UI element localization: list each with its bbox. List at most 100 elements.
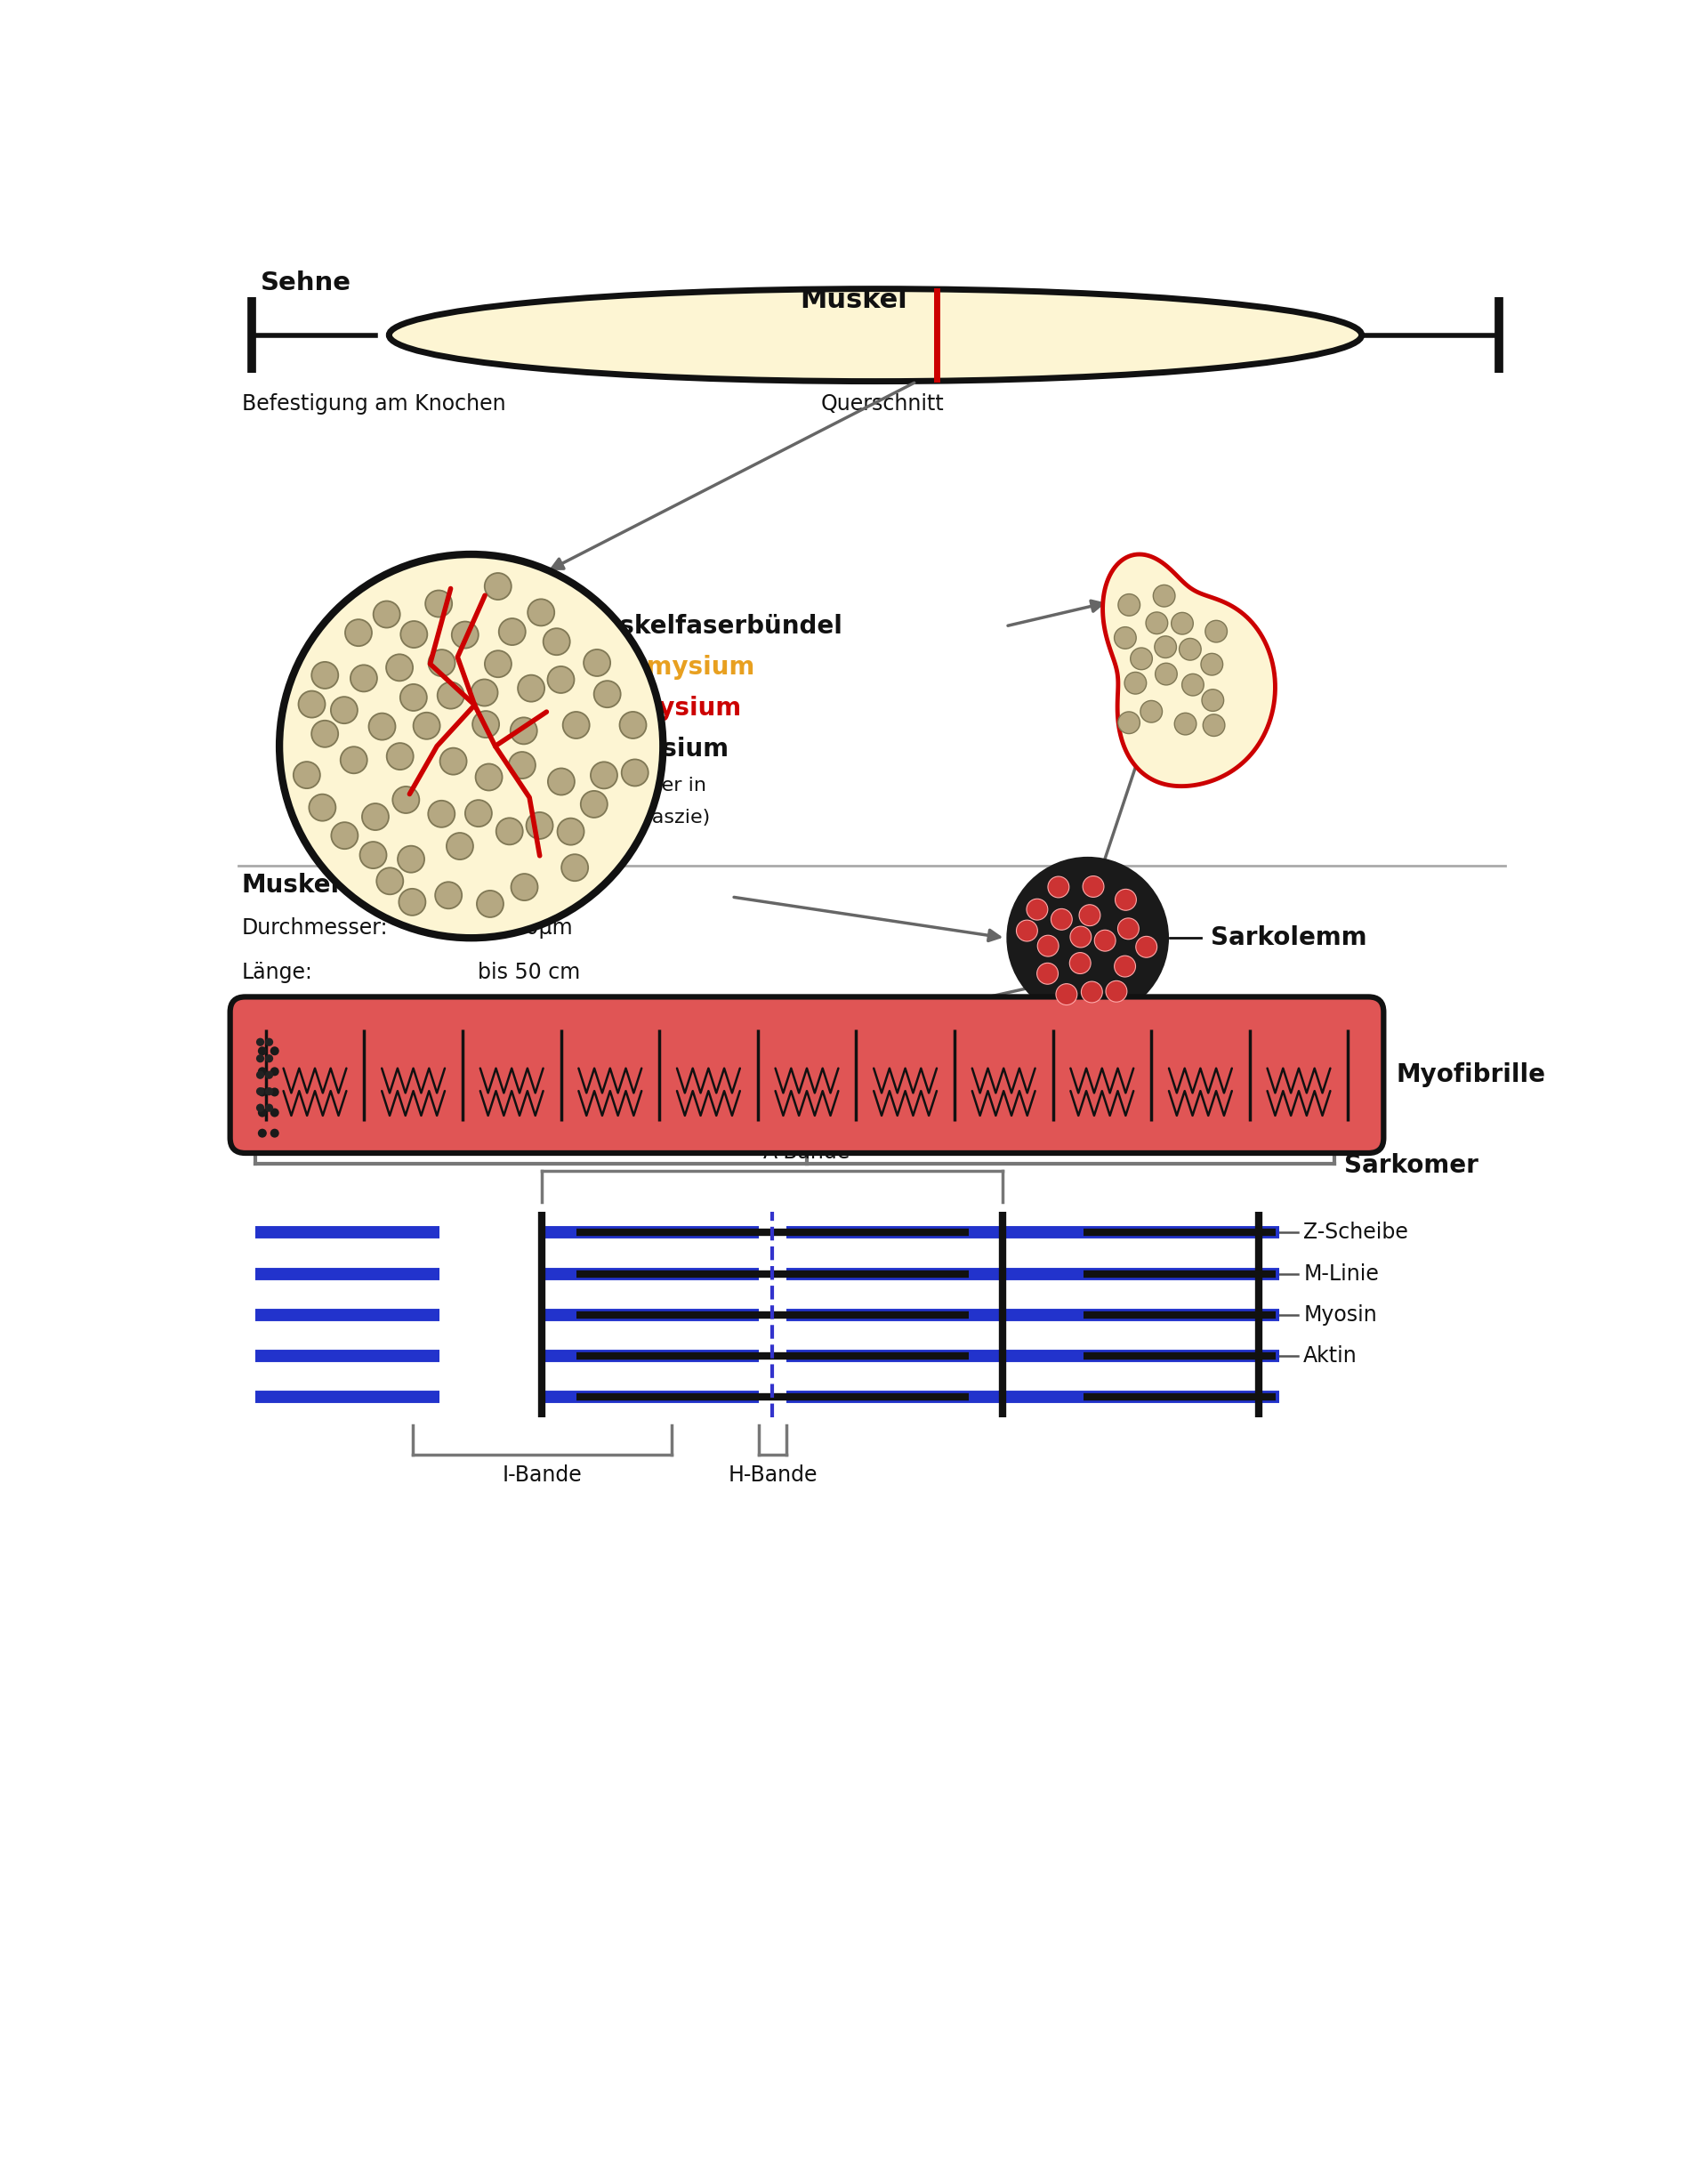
Text: Z-Scheibe: Z-Scheibe bbox=[1303, 1222, 1409, 1243]
Circle shape bbox=[1095, 931, 1115, 950]
Circle shape bbox=[425, 590, 453, 616]
Circle shape bbox=[386, 653, 413, 681]
Text: Epimysium: Epimysium bbox=[577, 738, 729, 762]
Circle shape bbox=[258, 1068, 266, 1076]
Circle shape bbox=[471, 679, 497, 705]
Circle shape bbox=[564, 712, 589, 738]
Text: Sehne: Sehne bbox=[260, 271, 350, 295]
Circle shape bbox=[1146, 612, 1168, 634]
Circle shape bbox=[294, 762, 319, 788]
Circle shape bbox=[499, 618, 526, 644]
Text: Sarkolemm: Sarkolemm bbox=[1211, 924, 1366, 950]
Circle shape bbox=[591, 762, 617, 788]
Circle shape bbox=[258, 1046, 266, 1055]
Circle shape bbox=[270, 1109, 278, 1118]
Circle shape bbox=[280, 553, 663, 937]
Circle shape bbox=[1136, 935, 1156, 957]
Text: 40-80µm: 40-80µm bbox=[478, 918, 572, 940]
Circle shape bbox=[376, 868, 403, 894]
Text: Muskel: Muskel bbox=[799, 286, 907, 312]
Text: Perimysium: Perimysium bbox=[577, 697, 741, 720]
Circle shape bbox=[386, 742, 413, 770]
Circle shape bbox=[350, 664, 377, 692]
Circle shape bbox=[1131, 647, 1153, 671]
Circle shape bbox=[1117, 918, 1139, 940]
Circle shape bbox=[311, 720, 338, 746]
Circle shape bbox=[584, 649, 610, 677]
Text: Durchmesser:: Durchmesser: bbox=[243, 918, 388, 940]
Circle shape bbox=[265, 1055, 273, 1063]
Circle shape bbox=[1155, 664, 1177, 686]
Circle shape bbox=[1037, 963, 1059, 985]
Circle shape bbox=[475, 764, 502, 790]
Text: Myofibrille: Myofibrille bbox=[1395, 1063, 1546, 1087]
Circle shape bbox=[548, 768, 574, 794]
Circle shape bbox=[331, 822, 359, 848]
Circle shape bbox=[1155, 636, 1177, 658]
Circle shape bbox=[398, 846, 424, 872]
Circle shape bbox=[374, 601, 400, 627]
Circle shape bbox=[360, 842, 386, 868]
Circle shape bbox=[1079, 905, 1100, 927]
Text: Querschnitt: Querschnitt bbox=[820, 393, 945, 414]
Text: bis 50 cm: bis 50 cm bbox=[478, 961, 581, 983]
Circle shape bbox=[345, 618, 372, 647]
Circle shape bbox=[258, 1128, 266, 1137]
Circle shape bbox=[543, 629, 570, 655]
Circle shape bbox=[518, 675, 545, 701]
Circle shape bbox=[1069, 953, 1091, 974]
Circle shape bbox=[509, 751, 536, 779]
Circle shape bbox=[1114, 955, 1136, 977]
Circle shape bbox=[1119, 712, 1139, 733]
Circle shape bbox=[362, 803, 389, 831]
Circle shape bbox=[1105, 981, 1127, 1003]
Circle shape bbox=[400, 890, 425, 916]
Text: Länge:: Länge: bbox=[243, 961, 313, 983]
Circle shape bbox=[256, 1087, 265, 1096]
Circle shape bbox=[331, 697, 357, 723]
Text: Befestigung am Knochen: Befestigung am Knochen bbox=[243, 393, 506, 414]
Circle shape bbox=[256, 1055, 265, 1063]
Circle shape bbox=[528, 599, 555, 625]
Text: I-Bande: I-Bande bbox=[502, 1465, 582, 1486]
Text: Endomysium: Endomysium bbox=[577, 655, 755, 679]
Circle shape bbox=[340, 746, 367, 773]
Text: H-Bande: H-Bande bbox=[728, 1465, 818, 1486]
Circle shape bbox=[1202, 714, 1225, 736]
Circle shape bbox=[401, 621, 427, 649]
Circle shape bbox=[1081, 981, 1102, 1003]
Circle shape bbox=[265, 1105, 273, 1111]
Circle shape bbox=[1071, 927, 1091, 948]
Circle shape bbox=[369, 714, 396, 740]
Circle shape bbox=[437, 681, 465, 710]
Circle shape bbox=[1172, 612, 1194, 634]
Text: Muskelfaszie): Muskelfaszie) bbox=[577, 809, 711, 827]
Circle shape bbox=[1027, 898, 1047, 920]
Circle shape bbox=[256, 1105, 265, 1111]
Polygon shape bbox=[1103, 553, 1276, 786]
Circle shape bbox=[1050, 909, 1073, 931]
Circle shape bbox=[477, 890, 504, 918]
Circle shape bbox=[1049, 877, 1069, 898]
Circle shape bbox=[256, 1037, 265, 1046]
Text: Muskelfaser: Muskelfaser bbox=[243, 872, 412, 898]
Text: Sarkomer: Sarkomer bbox=[1344, 1152, 1479, 1178]
Circle shape bbox=[485, 651, 511, 677]
Circle shape bbox=[1119, 595, 1139, 616]
Circle shape bbox=[265, 1070, 273, 1078]
Circle shape bbox=[299, 690, 325, 718]
Circle shape bbox=[620, 712, 646, 738]
Circle shape bbox=[1153, 586, 1175, 608]
Circle shape bbox=[495, 818, 523, 844]
Circle shape bbox=[1141, 701, 1161, 723]
Circle shape bbox=[270, 1087, 278, 1096]
Circle shape bbox=[311, 662, 338, 688]
Circle shape bbox=[265, 1037, 273, 1046]
Circle shape bbox=[258, 1109, 266, 1118]
Circle shape bbox=[594, 681, 620, 707]
Circle shape bbox=[1201, 653, 1223, 675]
Circle shape bbox=[548, 666, 574, 692]
Circle shape bbox=[1083, 877, 1103, 896]
Text: Muskelfaserbündel: Muskelfaserbündel bbox=[577, 614, 842, 638]
Circle shape bbox=[473, 712, 499, 738]
